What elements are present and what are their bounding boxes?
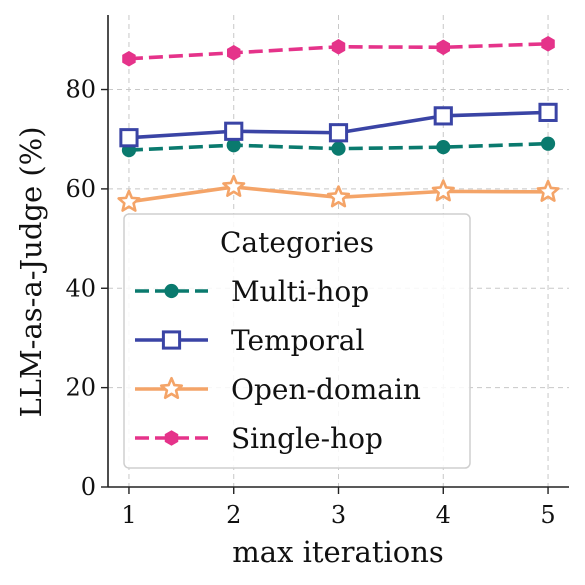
y-axis-title: LLM-as-a-Judge (%) [14,126,48,417]
legend-marker [164,283,179,299]
data-point [117,189,141,212]
legend-label: Temporal [231,324,364,357]
data-point [436,39,451,56]
legend-label: Open-domain [231,373,421,406]
axes: 1 2 3 4 5 0 20 40 60 80 [65,15,569,529]
legend-marker [159,376,184,400]
legend-label: Single-hop [231,422,383,455]
x-tick-label: 1 [121,501,136,529]
data-point [119,128,139,148]
data-point [224,121,244,141]
y-tick-label: 20 [65,374,96,402]
legend-entry: Multi-hop [135,275,369,308]
data-point [226,44,241,61]
data-point [536,179,560,202]
legend-marker [164,430,179,446]
legend: Categories Multi-hop Temporal Open-domain Si… [123,213,471,469]
x-tick-label: 5 [540,501,555,529]
x-tick-label: 4 [436,501,451,529]
legend-entry: Temporal [135,324,364,357]
legend-title: Categories [220,226,374,259]
y-tick-label: 0 [81,473,96,501]
legend-box [123,213,471,469]
legend-label: Multi-hop [231,275,369,308]
y-tick-label: 40 [65,274,96,302]
data-point [431,179,455,202]
legend-entry: Single-hop [135,422,383,455]
data-point [331,141,346,156]
data-point [436,140,451,155]
series-open-domain [117,174,560,212]
x-axis-title: max iterations [232,535,444,569]
data-point [538,102,558,122]
data-point [326,185,351,208]
legend-marker [161,330,182,350]
data-point [222,174,246,197]
x-tick-label: 2 [226,501,241,529]
series-group [117,36,560,212]
data-point [328,123,349,143]
series-single-hop [122,36,555,67]
data-point [541,36,555,52]
y-tick-label: 60 [65,175,96,203]
legend-entry: Open-domain [135,373,421,406]
y-tick-label: 80 [65,76,96,104]
data-point [433,106,453,126]
x-tick-label: 3 [331,501,346,529]
data-point [540,136,556,151]
data-point [331,39,346,55]
series-temporal [119,102,558,148]
data-point [122,50,136,67]
